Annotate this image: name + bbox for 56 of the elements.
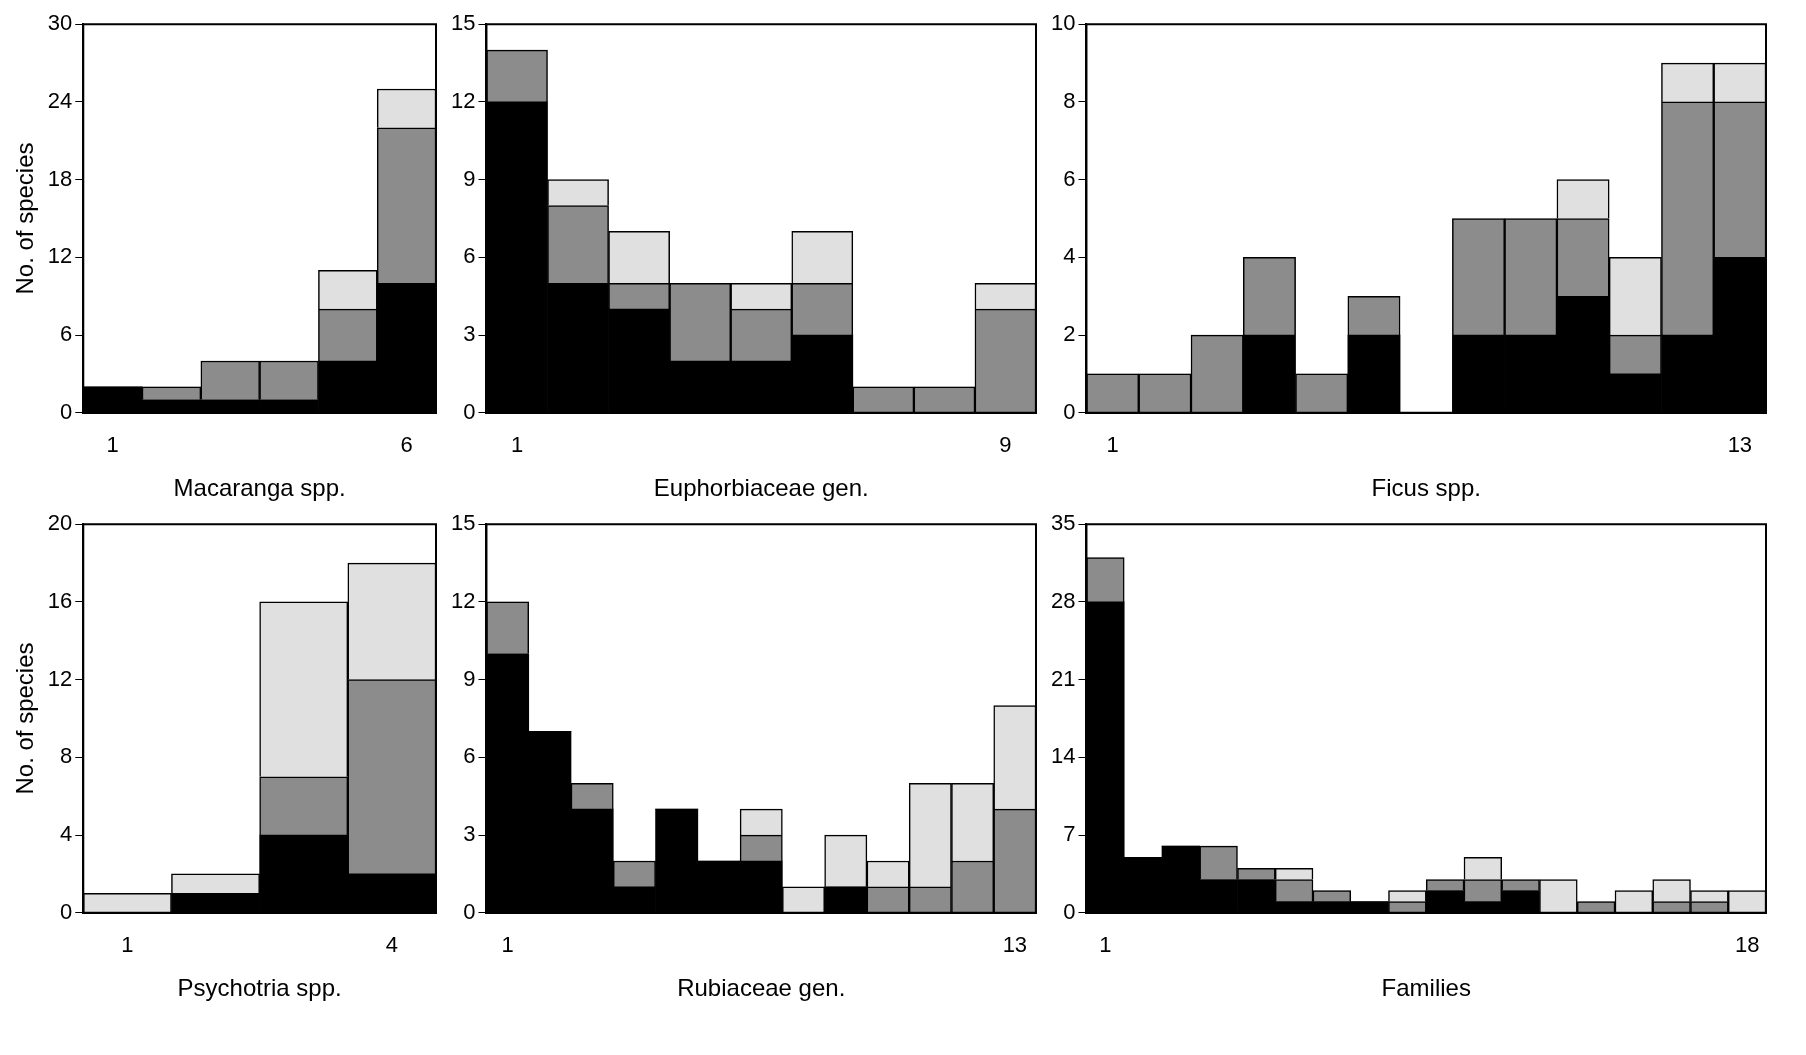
x-tick-label: 1: [106, 432, 119, 458]
x-tick-label: 4: [385, 932, 399, 958]
y-tick-label: 30: [47, 10, 73, 36]
y-tick-label: 4: [1063, 243, 1076, 269]
y-tick-label: 21: [1050, 665, 1076, 691]
y-tick-label: 6: [463, 743, 476, 769]
y-tick-label: 28: [1050, 587, 1076, 613]
y-tick-label: 15: [450, 10, 476, 36]
x-tick-label: 9: [999, 432, 1012, 458]
y-tick-label: 0: [463, 898, 476, 924]
y-tick-label: 15: [450, 510, 476, 536]
x-axis-title: Ficus spp.: [1371, 474, 1481, 502]
x-axis-title: Euphorbiaceae gen.: [653, 474, 869, 502]
x-tick-label: 13: [1727, 432, 1753, 458]
x-tick-label: 18: [1734, 932, 1760, 958]
y-tick-label: 0: [463, 398, 476, 424]
y-tick-label: 8: [60, 743, 73, 769]
y-tick-label: 3: [463, 821, 476, 847]
y-axis-title: No. of species: [11, 642, 39, 795]
x-axis-title: Macaranga spp.: [173, 474, 346, 502]
y-tick-label: 3: [463, 321, 476, 347]
x-tick-label: 13: [1002, 932, 1028, 958]
y-tick-label: 9: [463, 665, 476, 691]
x-axis-title: Rubiaceae gen.: [677, 974, 846, 1002]
y-tick-label: 12: [47, 243, 73, 269]
x-axis-title: Families: [1381, 974, 1471, 1002]
y-tick-label: 0: [1063, 898, 1076, 924]
x-tick-label: 1: [1099, 932, 1112, 958]
y-tick-label: 9: [463, 165, 476, 191]
y-tick-label: 4: [60, 821, 73, 847]
y-tick-label: 14: [1050, 743, 1076, 769]
y-tick-label: 18: [47, 165, 73, 191]
y-tick-label: 6: [60, 321, 73, 347]
x-tick-label: 6: [400, 432, 413, 458]
y-tick-label: 7: [1063, 821, 1076, 847]
x-tick-label: 1: [510, 432, 524, 458]
x-axis-title: Psychotria spp.: [177, 974, 342, 1002]
x-tick-label: 1: [1106, 432, 1119, 458]
y-tick-label: 12: [47, 665, 73, 691]
y-tick-label: 12: [450, 587, 476, 613]
y-tick-label: 2: [1063, 321, 1076, 347]
y-tick-label: 24: [47, 87, 73, 113]
y-tick-label: 8: [1063, 87, 1076, 113]
y-tick-label: 0: [60, 898, 73, 924]
y-tick-label: 12: [450, 87, 476, 113]
y-tick-label: 10: [1050, 10, 1076, 36]
y-tick-label: 20: [47, 510, 73, 536]
y-tick-label: 0: [1063, 398, 1076, 424]
y-axis-title: No. of species: [11, 142, 39, 295]
y-tick-label: 0: [60, 398, 73, 424]
x-tick-label: 1: [501, 932, 514, 958]
y-tick-label: 35: [1050, 510, 1076, 536]
x-tick-label: 1: [121, 932, 134, 958]
y-tick-label: 6: [1063, 165, 1076, 191]
y-tick-label: 16: [47, 587, 73, 613]
y-tick-label: 6: [463, 243, 476, 269]
